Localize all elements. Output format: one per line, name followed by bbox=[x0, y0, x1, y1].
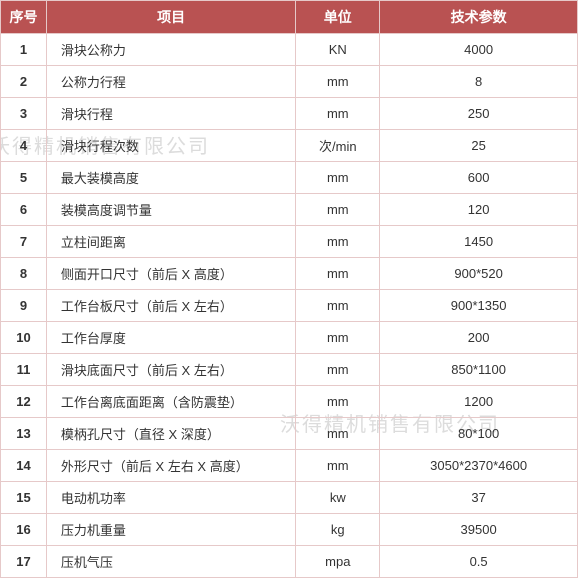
table-row: 11滑块底面尺寸（前后 X 左右）mm850*1100 bbox=[1, 354, 578, 386]
cell-index: 11 bbox=[1, 354, 47, 386]
cell-unit: mm bbox=[296, 290, 380, 322]
cell-item: 工作台板尺寸（前后 X 左右） bbox=[46, 290, 295, 322]
table-row: 15电动机功率kw37 bbox=[1, 482, 578, 514]
table-row: 4滑块行程次数次/min25 bbox=[1, 130, 578, 162]
table-row: 9工作台板尺寸（前后 X 左右）mm900*1350 bbox=[1, 290, 578, 322]
cell-value: 25 bbox=[380, 130, 578, 162]
col-header-value: 技术参数 bbox=[380, 1, 578, 34]
cell-item: 工作台厚度 bbox=[46, 322, 295, 354]
table-row: 10工作台厚度mm200 bbox=[1, 322, 578, 354]
cell-index: 16 bbox=[1, 514, 47, 546]
cell-item: 模柄孔尺寸（直径 X 深度） bbox=[46, 418, 295, 450]
cell-item: 压力机重量 bbox=[46, 514, 295, 546]
cell-unit: mm bbox=[296, 450, 380, 482]
cell-value: 900*1350 bbox=[380, 290, 578, 322]
cell-item: 滑块底面尺寸（前后 X 左右） bbox=[46, 354, 295, 386]
cell-index: 7 bbox=[1, 226, 47, 258]
cell-value: 600 bbox=[380, 162, 578, 194]
cell-index: 5 bbox=[1, 162, 47, 194]
cell-unit: 次/min bbox=[296, 130, 380, 162]
cell-index: 13 bbox=[1, 418, 47, 450]
table-row: 17压机气压mpa0.5 bbox=[1, 546, 578, 578]
cell-item: 滑块行程次数 bbox=[46, 130, 295, 162]
cell-unit: mm bbox=[296, 258, 380, 290]
col-header-unit: 单位 bbox=[296, 1, 380, 34]
spec-table: 序号 项目 单位 技术参数 1滑块公称力KN40002公称力行程mm83滑块行程… bbox=[0, 0, 578, 578]
cell-item: 公称力行程 bbox=[46, 66, 295, 98]
cell-unit: mm bbox=[296, 98, 380, 130]
cell-item: 工作台离底面距离（含防震垫） bbox=[46, 386, 295, 418]
cell-index: 4 bbox=[1, 130, 47, 162]
cell-unit: mm bbox=[296, 354, 380, 386]
cell-value: 900*520 bbox=[380, 258, 578, 290]
table-row: 13模柄孔尺寸（直径 X 深度）mm80*100 bbox=[1, 418, 578, 450]
cell-item: 外形尺寸（前后 X 左右 X 高度） bbox=[46, 450, 295, 482]
cell-unit: mm bbox=[296, 162, 380, 194]
table-row: 8侧面开口尺寸（前后 X 高度）mm900*520 bbox=[1, 258, 578, 290]
cell-index: 3 bbox=[1, 98, 47, 130]
cell-unit: KN bbox=[296, 34, 380, 66]
cell-index: 15 bbox=[1, 482, 47, 514]
cell-index: 14 bbox=[1, 450, 47, 482]
cell-item: 滑块公称力 bbox=[46, 34, 295, 66]
cell-item: 装模高度调节量 bbox=[46, 194, 295, 226]
cell-value: 1450 bbox=[380, 226, 578, 258]
cell-unit: mm bbox=[296, 66, 380, 98]
table-row: 1滑块公称力KN4000 bbox=[1, 34, 578, 66]
cell-index: 17 bbox=[1, 546, 47, 578]
cell-value: 39500 bbox=[380, 514, 578, 546]
cell-unit: mm bbox=[296, 226, 380, 258]
cell-value: 80*100 bbox=[380, 418, 578, 450]
cell-item: 电动机功率 bbox=[46, 482, 295, 514]
cell-value: 200 bbox=[380, 322, 578, 354]
cell-index: 2 bbox=[1, 66, 47, 98]
cell-value: 3050*2370*4600 bbox=[380, 450, 578, 482]
cell-item: 侧面开口尺寸（前后 X 高度） bbox=[46, 258, 295, 290]
cell-index: 12 bbox=[1, 386, 47, 418]
cell-unit: kg bbox=[296, 514, 380, 546]
cell-unit: mm bbox=[296, 386, 380, 418]
cell-unit: mm bbox=[296, 322, 380, 354]
col-header-item: 项目 bbox=[46, 1, 295, 34]
table-row: 6装模高度调节量mm120 bbox=[1, 194, 578, 226]
table-header-row: 序号 项目 单位 技术参数 bbox=[1, 1, 578, 34]
col-header-index: 序号 bbox=[1, 1, 47, 34]
cell-unit: mm bbox=[296, 194, 380, 226]
cell-item: 压机气压 bbox=[46, 546, 295, 578]
cell-value: 37 bbox=[380, 482, 578, 514]
table-row: 7立柱间距离mm1450 bbox=[1, 226, 578, 258]
table-row: 14外形尺寸（前后 X 左右 X 高度）mm3050*2370*4600 bbox=[1, 450, 578, 482]
cell-value: 4000 bbox=[380, 34, 578, 66]
cell-index: 9 bbox=[1, 290, 47, 322]
cell-value: 850*1100 bbox=[380, 354, 578, 386]
cell-item: 滑块行程 bbox=[46, 98, 295, 130]
cell-value: 250 bbox=[380, 98, 578, 130]
cell-unit: mm bbox=[296, 418, 380, 450]
table-row: 2公称力行程mm8 bbox=[1, 66, 578, 98]
cell-value: 8 bbox=[380, 66, 578, 98]
cell-index: 8 bbox=[1, 258, 47, 290]
cell-item: 立柱间距离 bbox=[46, 226, 295, 258]
cell-index: 6 bbox=[1, 194, 47, 226]
cell-value: 0.5 bbox=[380, 546, 578, 578]
table-row: 12工作台离底面距离（含防震垫）mm1200 bbox=[1, 386, 578, 418]
cell-value: 120 bbox=[380, 194, 578, 226]
cell-unit: mpa bbox=[296, 546, 380, 578]
table-row: 3滑块行程mm250 bbox=[1, 98, 578, 130]
cell-index: 10 bbox=[1, 322, 47, 354]
table-row: 16压力机重量kg39500 bbox=[1, 514, 578, 546]
table-row: 5最大装模高度mm600 bbox=[1, 162, 578, 194]
cell-index: 1 bbox=[1, 34, 47, 66]
cell-value: 1200 bbox=[380, 386, 578, 418]
cell-unit: kw bbox=[296, 482, 380, 514]
table-body: 1滑块公称力KN40002公称力行程mm83滑块行程mm2504滑块行程次数次/… bbox=[1, 34, 578, 578]
cell-item: 最大装模高度 bbox=[46, 162, 295, 194]
